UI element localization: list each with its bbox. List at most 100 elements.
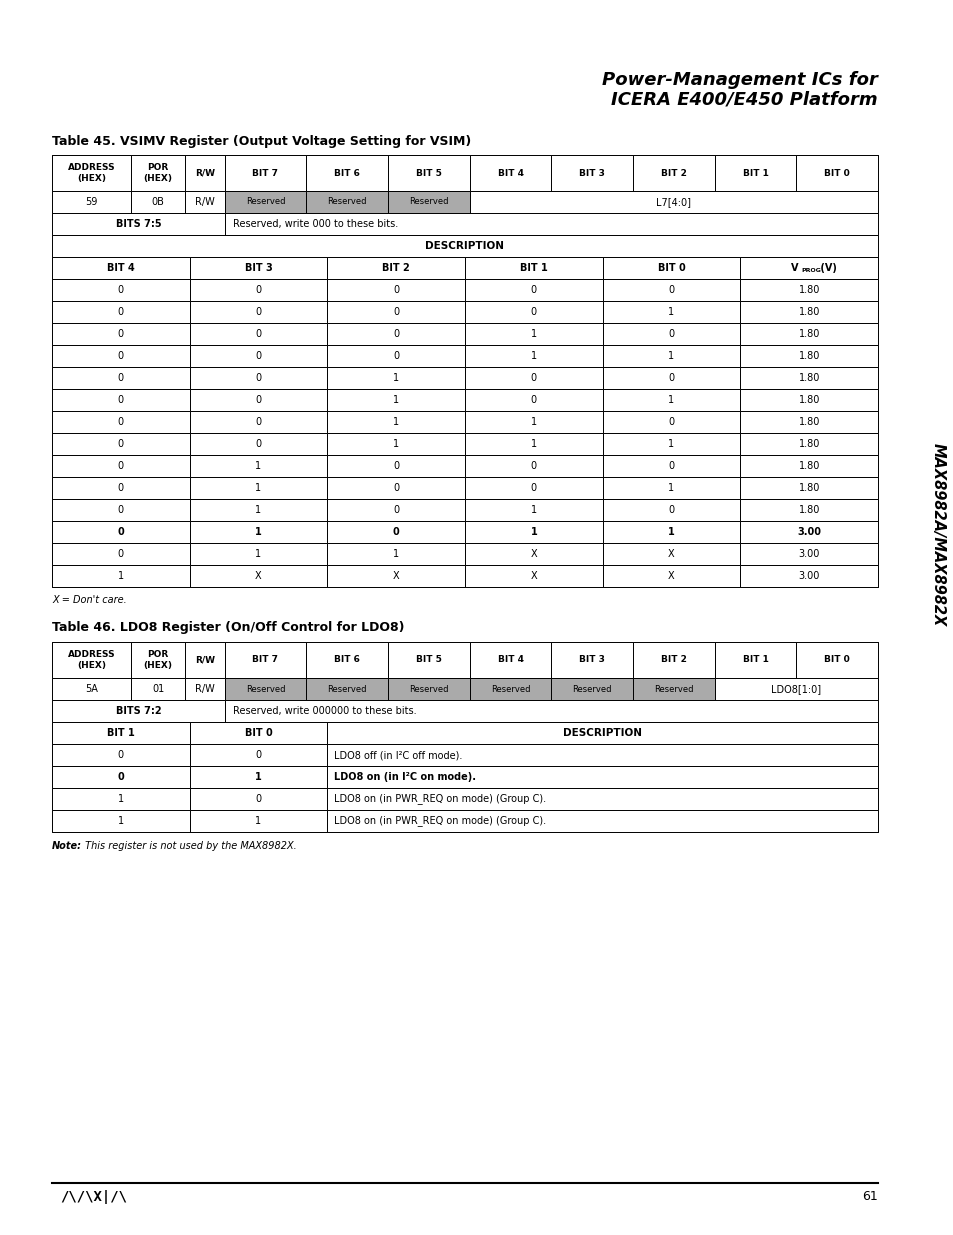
Text: 0: 0 — [393, 527, 399, 537]
Bar — [633, 156, 714, 191]
Bar — [52, 301, 190, 324]
Text: Reserved: Reserved — [246, 684, 285, 694]
Bar — [740, 279, 877, 301]
Bar — [185, 678, 224, 700]
Bar — [464, 499, 602, 521]
Bar — [740, 257, 877, 279]
Bar — [52, 766, 877, 788]
Bar — [740, 389, 877, 411]
Bar — [190, 766, 327, 788]
Bar — [388, 642, 469, 678]
Bar — [306, 678, 388, 700]
Bar — [52, 788, 190, 810]
Text: 1: 1 — [117, 571, 124, 580]
Text: ADDRESS
(HEX): ADDRESS (HEX) — [68, 163, 115, 183]
Bar — [224, 191, 306, 212]
Text: Reserved: Reserved — [654, 684, 693, 694]
Bar — [602, 433, 740, 454]
Bar — [306, 642, 388, 678]
Bar — [602, 279, 740, 301]
Bar — [52, 700, 224, 722]
Text: 1: 1 — [393, 417, 398, 427]
Bar — [327, 433, 464, 454]
Bar — [388, 191, 469, 212]
Text: Note:: Note: — [52, 841, 82, 851]
Bar — [796, 642, 877, 678]
Bar — [602, 499, 740, 521]
Text: 0: 0 — [117, 373, 124, 383]
Text: LDO8 off (in I²C off mode).: LDO8 off (in I²C off mode). — [334, 750, 462, 760]
Bar — [327, 766, 877, 788]
Text: 1: 1 — [668, 395, 674, 405]
Text: 1: 1 — [117, 794, 124, 804]
Bar — [327, 345, 464, 367]
Text: 3.00: 3.00 — [798, 571, 819, 580]
Bar — [327, 477, 464, 499]
Bar — [602, 477, 740, 499]
Bar — [740, 367, 877, 389]
Bar — [132, 156, 185, 191]
Text: BITS 7:2: BITS 7:2 — [115, 706, 161, 716]
Text: X = Don't care.: X = Don't care. — [52, 595, 127, 605]
Text: 0: 0 — [255, 438, 261, 450]
Bar — [52, 642, 132, 678]
Text: BIT 4: BIT 4 — [497, 656, 523, 664]
Bar — [52, 642, 877, 678]
Bar — [327, 257, 464, 279]
Text: X: X — [530, 571, 537, 580]
Text: 1.80: 1.80 — [798, 329, 819, 338]
Bar — [190, 389, 327, 411]
Bar — [132, 191, 185, 212]
Bar — [740, 433, 877, 454]
Text: LDO8[1:0]: LDO8[1:0] — [770, 684, 821, 694]
Bar — [132, 678, 185, 700]
Bar — [551, 156, 633, 191]
Text: Reserved: Reserved — [327, 198, 367, 206]
Bar — [388, 156, 469, 191]
Text: 0: 0 — [255, 417, 261, 427]
Text: 1: 1 — [254, 527, 262, 537]
Bar — [224, 156, 306, 191]
Bar — [464, 454, 602, 477]
Bar — [469, 191, 877, 212]
Bar — [327, 324, 464, 345]
Bar — [52, 521, 877, 543]
Bar — [52, 810, 190, 832]
Bar — [52, 324, 877, 345]
Text: 0: 0 — [668, 461, 674, 471]
Text: 0: 0 — [117, 550, 124, 559]
Text: X: X — [530, 550, 537, 559]
Bar — [740, 454, 877, 477]
Text: DESCRIPTION: DESCRIPTION — [425, 241, 504, 251]
Text: 0: 0 — [117, 483, 124, 493]
Text: 0: 0 — [255, 351, 261, 361]
Text: 1.80: 1.80 — [798, 438, 819, 450]
Bar — [52, 279, 190, 301]
Bar — [327, 564, 464, 587]
Text: 0: 0 — [255, 308, 261, 317]
Bar — [52, 521, 190, 543]
Bar — [740, 543, 877, 564]
Bar — [52, 411, 877, 433]
Text: 1: 1 — [667, 527, 674, 537]
Bar — [52, 678, 132, 700]
Bar — [52, 743, 877, 766]
Bar — [52, 389, 877, 411]
Bar — [464, 543, 602, 564]
Text: 01: 01 — [152, 684, 164, 694]
Bar — [224, 212, 877, 235]
Bar — [551, 642, 633, 678]
Text: 1: 1 — [530, 438, 537, 450]
Text: 1.80: 1.80 — [798, 505, 819, 515]
Text: 1.80: 1.80 — [798, 351, 819, 361]
Text: 1: 1 — [255, 550, 261, 559]
Text: 0: 0 — [393, 329, 398, 338]
Bar — [52, 156, 877, 191]
Bar — [740, 411, 877, 433]
Text: 0: 0 — [255, 285, 261, 295]
Bar — [52, 454, 877, 477]
Bar — [190, 301, 327, 324]
Text: BIT 0: BIT 0 — [823, 168, 849, 178]
Bar — [52, 324, 190, 345]
Bar — [190, 324, 327, 345]
